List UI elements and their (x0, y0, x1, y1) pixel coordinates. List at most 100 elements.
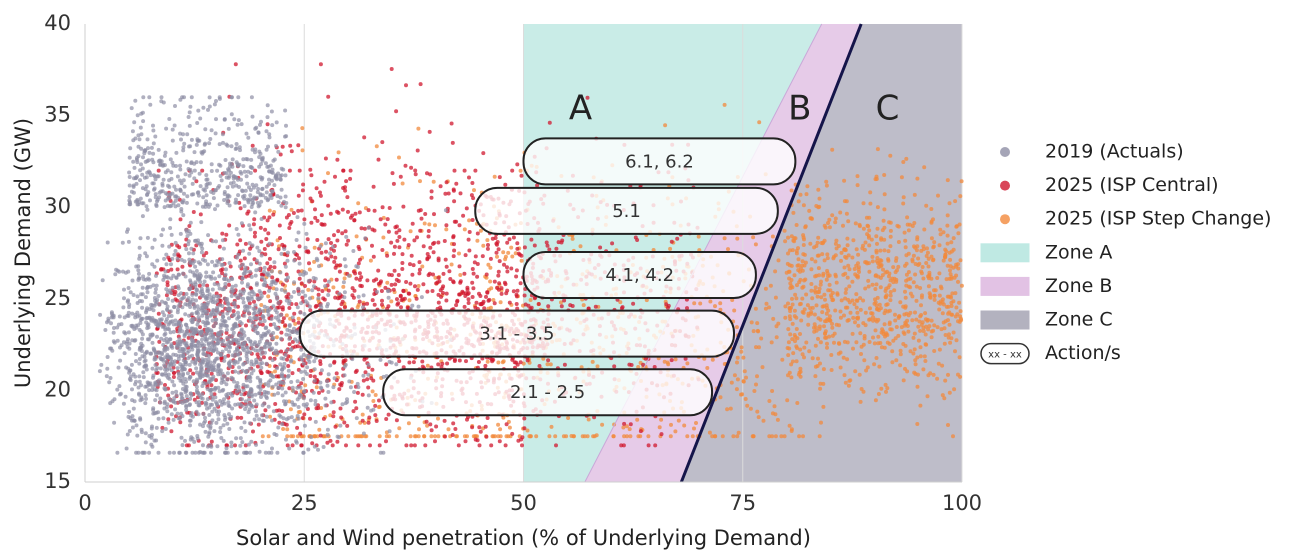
scatter-point (278, 362, 283, 367)
scatter-point (794, 359, 799, 364)
scatter-point (248, 193, 253, 198)
scatter-point (245, 360, 250, 365)
scatter-point (504, 422, 509, 427)
scatter-point (288, 222, 293, 226)
scatter-point (359, 226, 364, 231)
scatter-point (812, 312, 817, 317)
scatter-point (120, 240, 125, 245)
scatter-point (194, 384, 199, 389)
scatter-point (472, 260, 477, 265)
scatter-point (952, 387, 957, 392)
scatter-point (324, 249, 328, 254)
scatter-point (235, 415, 240, 420)
scatter-point (312, 378, 317, 383)
scatter-point (296, 316, 301, 321)
scatter-point (861, 389, 866, 394)
scatter-point (201, 443, 205, 448)
scatter-point (506, 250, 511, 255)
scatter-point (176, 252, 180, 257)
scatter-point (158, 400, 163, 405)
scatter-point (823, 297, 827, 302)
scatter-point (253, 168, 258, 173)
scatter-point (631, 301, 636, 306)
scatter-point (243, 188, 248, 193)
scatter-point (887, 308, 892, 313)
scatter-point (477, 443, 482, 448)
scatter-point (855, 316, 860, 321)
scatter-point (728, 406, 733, 411)
scatter-point (189, 95, 194, 100)
scatter-point (568, 303, 573, 308)
scatter-point (137, 137, 142, 142)
scatter-point (783, 315, 788, 320)
scatter-point (136, 268, 141, 273)
scatter-point (499, 291, 504, 296)
scatter-point (817, 196, 822, 201)
scatter-point (873, 317, 878, 322)
scatter-point (794, 223, 799, 227)
scatter-point (277, 223, 282, 228)
scatter-point (853, 320, 857, 325)
scatter-point (861, 201, 866, 206)
scatter-point (139, 383, 144, 388)
scatter-point (176, 357, 181, 362)
scatter-point (194, 269, 199, 273)
scatter-point (875, 226, 880, 231)
scatter-point (853, 369, 858, 374)
scatter-point (273, 369, 277, 374)
scatter-point (277, 305, 282, 310)
scatter-point (312, 374, 317, 379)
scatter-point (480, 254, 485, 259)
scatter-point (175, 298, 180, 303)
scatter-point (311, 284, 316, 289)
scatter-point (167, 396, 172, 401)
scatter-point (911, 253, 916, 258)
scatter-point (742, 369, 747, 374)
scatter-point (401, 289, 406, 294)
scatter-point (331, 414, 336, 419)
scatter-point (894, 325, 899, 329)
scatter-point (821, 240, 826, 245)
scatter-point (259, 253, 264, 258)
scatter-point (289, 149, 294, 154)
scatter-point (532, 243, 537, 248)
scatter-point (470, 425, 475, 430)
scatter-point (901, 195, 906, 200)
scatter-point (241, 300, 246, 305)
scatter-point (843, 271, 848, 276)
scatter-point (237, 145, 242, 150)
scatter-point (307, 267, 312, 272)
scatter-point (776, 258, 781, 263)
scatter-point (908, 349, 913, 354)
scatter-point (467, 218, 472, 223)
scatter-point (180, 396, 185, 401)
scatter-point (544, 240, 549, 245)
scatter-point (325, 379, 330, 384)
scatter-point (441, 291, 445, 295)
scatter-point (838, 309, 843, 314)
scatter-point (285, 427, 290, 432)
scatter-point (328, 438, 333, 443)
scatter-point (169, 404, 174, 409)
scatter-point (195, 201, 200, 206)
scatter-point (744, 375, 748, 380)
scatter-point (852, 302, 857, 307)
scatter-point (243, 429, 248, 434)
scatter-point (906, 277, 911, 282)
scatter-point (143, 401, 148, 406)
scatter-point (770, 434, 775, 439)
scatter-point (274, 374, 279, 379)
scatter-point (548, 362, 553, 367)
scatter-point (409, 165, 414, 170)
scatter-point (284, 332, 289, 337)
scatter-point (331, 285, 336, 290)
scatter-point (427, 222, 432, 227)
scatter-point (945, 233, 950, 238)
scatter-point (804, 292, 809, 297)
scatter-point (409, 253, 414, 258)
scatter-point (345, 195, 350, 200)
scatter-point (449, 262, 454, 267)
scatter-point (243, 241, 248, 246)
scatter-point (685, 434, 690, 439)
scatter-point (833, 216, 838, 221)
